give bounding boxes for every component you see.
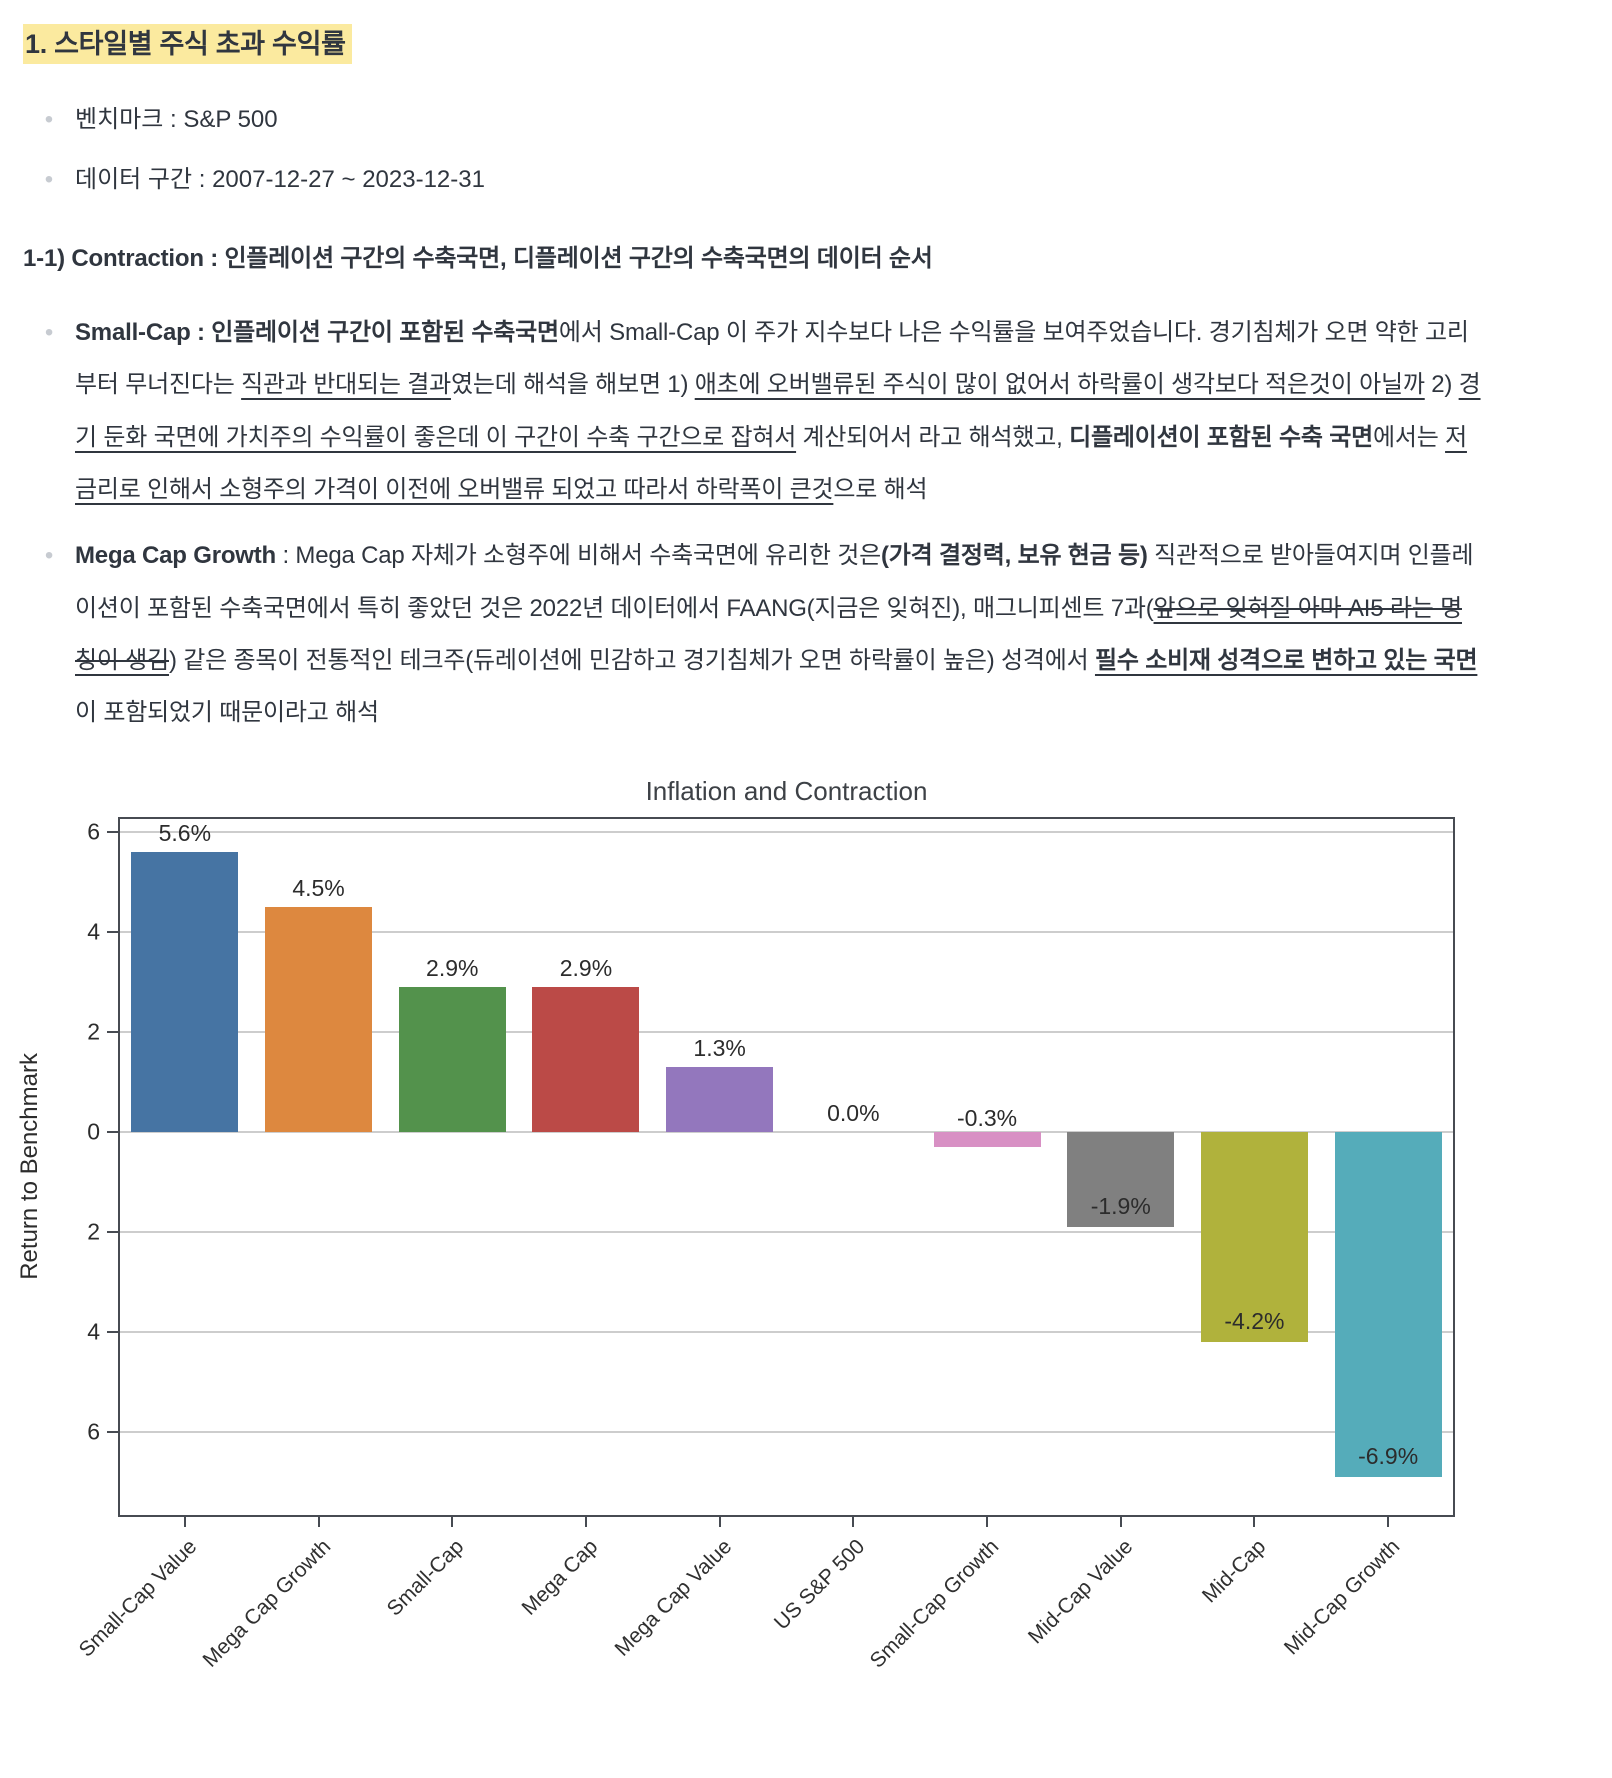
plot-area: Return to Benchmark 6 4 2 0 2 4 6 5.6% Small-Cap… bbox=[16, 816, 1455, 1672]
y-tick-label: 6 bbox=[87, 1418, 100, 1445]
x-tick-mark bbox=[718, 1516, 721, 1527]
text-run: 에서는 bbox=[1372, 423, 1446, 451]
y-tick-label: 2 bbox=[87, 1218, 100, 1245]
gridline bbox=[118, 1030, 1455, 1033]
y-tick-mark bbox=[107, 1330, 118, 1333]
bar-value-label: -6.9% bbox=[1358, 1442, 1419, 1469]
text-run: 앞으로 잊혀질 아마 AI5 라는 명칭이 생김 bbox=[75, 594, 1462, 674]
text-run: : Mega Cap 자체가 소형주에 비해서 수축국면에 유리한 것은 bbox=[276, 542, 881, 570]
text-run: 으로 해석 bbox=[833, 476, 928, 504]
y-axis-label: Return to Benchmark bbox=[16, 1053, 43, 1280]
gridline bbox=[118, 1230, 1455, 1233]
bullet-dot-icon: • bbox=[44, 319, 54, 347]
bar-value-label: 2.9% bbox=[426, 954, 479, 981]
page-title: 1. 스타일별 주식 초과 수익률 bbox=[23, 24, 352, 64]
text-run: 직관적으로 받아들여지며 인플레이션이 포함된 수축국면에서 특히 좋았던 것은… bbox=[75, 542, 1474, 622]
y-tick-label: 4 bbox=[87, 918, 100, 945]
bar-value-label: 0.0% bbox=[827, 1099, 880, 1126]
y-tick-label: 4 bbox=[87, 1318, 100, 1345]
text-run: 이 포함되었기 때문이라고 해석 bbox=[75, 699, 379, 727]
text-run: 필수 소비재 성격으로 변하고 있는 국면 bbox=[1094, 646, 1478, 674]
text-run: ) 같은 종목이 전통적인 테크주(듀레이션에 민감하고 경기침체가 오면 하락… bbox=[169, 646, 1095, 674]
y-tick-mark bbox=[107, 1230, 118, 1233]
x-tick-mark bbox=[317, 1516, 320, 1527]
text-run: 에서 Small-Cap 이 주가 지수보다 나은 수익률을 보여주었습니다. … bbox=[75, 319, 1469, 399]
data-range-text: 데이터 구간 : 2007-12-27 ~ 2023-12-31 bbox=[75, 166, 485, 194]
list-item: • Mega Cap Growth : Mega Cap 자체가 소형주에 비해… bbox=[23, 530, 1552, 739]
bullet-dot-icon: • bbox=[44, 166, 54, 194]
text-run: 경기 둔화 국면에 가치주의 수익률이 좋은데 이 구간이 수축 구간으로 잡혀… bbox=[75, 371, 1481, 451]
x-tick-mark bbox=[1119, 1516, 1122, 1527]
bar bbox=[1200, 1131, 1308, 1342]
bar bbox=[265, 906, 373, 1132]
small-cap-paragraph: Small-Cap : 인플레이션 구간이 포함된 수축국면에서 Small-C… bbox=[75, 307, 1552, 516]
x-tick-mark bbox=[1387, 1516, 1390, 1527]
bar-value-label: -4.2% bbox=[1224, 1307, 1285, 1334]
text-run: 였는데 해석을 해보면 1) bbox=[450, 371, 695, 399]
bullet-dot-icon: • bbox=[44, 542, 54, 570]
bar-value-label: 4.5% bbox=[292, 874, 345, 901]
gridline bbox=[118, 1130, 1455, 1133]
text-run: Small-Cap : 인플레이션 구간이 포함된 수축국면 bbox=[75, 319, 559, 347]
y-tick-mark bbox=[107, 1030, 118, 1033]
gridline bbox=[118, 830, 1455, 833]
text-run: 저금리로 인해서 소형주의 가격이 이전에 오버밸류 되었고 따라서 하락폭이 … bbox=[75, 423, 1467, 504]
y-tick-label: 6 bbox=[87, 818, 100, 845]
x-tick-mark bbox=[584, 1516, 587, 1527]
bar-value-label: -1.9% bbox=[1090, 1192, 1151, 1219]
list-item: • Small-Cap : 인플레이션 구간이 포함된 수축국면에서 Small… bbox=[23, 307, 1552, 516]
x-tick-mark bbox=[986, 1516, 989, 1527]
gridline bbox=[118, 1330, 1455, 1333]
gridline bbox=[118, 930, 1455, 933]
page-title-row: 1. 스타일별 주식 초과 수익률 bbox=[23, 24, 1552, 65]
text-run: 계산되어서 라고 해석했고, bbox=[796, 423, 1070, 451]
bar bbox=[398, 986, 506, 1132]
bar-value-label: -0.3% bbox=[957, 1104, 1018, 1131]
y-tick-mark bbox=[107, 830, 118, 833]
bar bbox=[1067, 1131, 1175, 1227]
x-tick-mark bbox=[1253, 1516, 1256, 1527]
bullet-dot-icon: • bbox=[44, 105, 54, 133]
gridline bbox=[118, 1430, 1455, 1433]
bar-value-label: 2.9% bbox=[559, 954, 613, 981]
bar bbox=[666, 1066, 774, 1132]
y-tick-mark bbox=[107, 930, 118, 933]
bar bbox=[532, 986, 640, 1132]
text-run: 애초에 오버밸류된 주식이 많이 없어서 하락률이 생각보다 적은것이 아닐까 bbox=[694, 371, 1425, 399]
text-run: 디플레이션이 포함된 수축 국면 bbox=[1069, 423, 1373, 451]
mega-cap-growth-paragraph: Mega Cap Growth : Mega Cap 자체가 소형주에 비해서 … bbox=[75, 530, 1552, 739]
x-tick-mark bbox=[451, 1516, 454, 1527]
list-item: • 데이터 구간 : 2007-12-27 ~ 2023-12-31 bbox=[23, 163, 1552, 198]
chart-title: Inflation and Contraction bbox=[645, 775, 928, 806]
x-tick-mark bbox=[852, 1516, 855, 1527]
document: 1. 스타일별 주식 초과 수익률 • 벤치마크 : S&P 500 • 데이터… bbox=[16, 24, 1552, 1712]
plot-wrap: Return to Benchmark 6 4 2 0 2 4 6 5.6% Small-Cap… bbox=[16, 816, 1455, 1712]
y-tick-mark bbox=[107, 1430, 118, 1433]
text-run: 직관과 반대되는 결과 bbox=[241, 371, 451, 399]
bar-value-label: 1.3% bbox=[693, 1034, 746, 1061]
meta-list: • 벤치마크 : S&P 500 • 데이터 구간 : 2007-12-27 ~… bbox=[23, 103, 1552, 199]
text-run: 2) bbox=[1424, 371, 1459, 399]
section-subheading: 1-1) Contraction : 인플레이션 구간의 수축국면, 디플레이션… bbox=[23, 245, 933, 273]
bar-chart-figure: Inflation and Contraction Return to Benc… bbox=[16, 775, 1458, 1712]
bar bbox=[131, 851, 239, 1132]
bar bbox=[933, 1131, 1041, 1147]
y-tick-mark bbox=[107, 1130, 118, 1133]
text-run: Mega Cap Growth bbox=[75, 542, 277, 570]
bar-value-label: 5.6% bbox=[158, 819, 212, 846]
y-tick-label: 0 bbox=[87, 1118, 100, 1145]
text-run: (가격 결정력, 보유 현금 등) bbox=[880, 542, 1148, 570]
y-tick-label: 2 bbox=[87, 1018, 100, 1045]
y-axis-label-zone: Return to Benchmark bbox=[10, 817, 50, 1517]
list-item: • 벤치마크 : S&P 500 bbox=[23, 103, 1552, 138]
bar bbox=[1334, 1131, 1442, 1477]
x-tick-mark bbox=[183, 1516, 186, 1527]
benchmark-text: 벤치마크 : S&P 500 bbox=[75, 105, 278, 133]
